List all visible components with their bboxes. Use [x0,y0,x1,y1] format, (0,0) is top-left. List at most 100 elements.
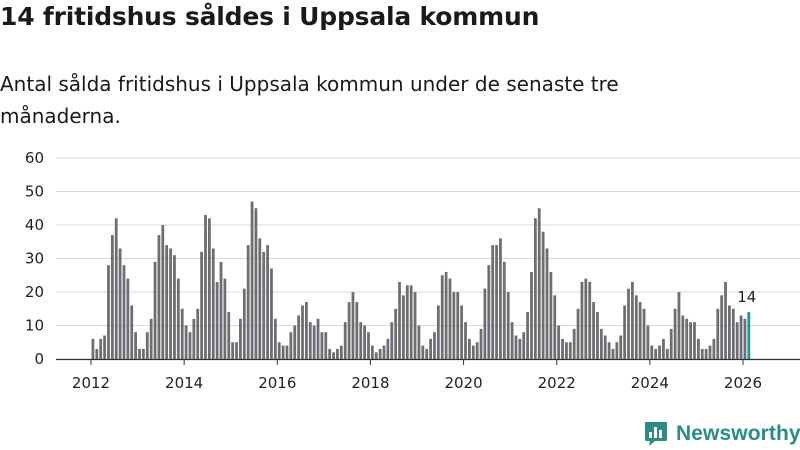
bar [114,218,118,359]
bar [580,281,584,359]
bar [173,255,176,359]
bar [305,302,308,359]
bar [537,208,541,359]
chart-subtitle: Antal sålda fritidshus i Uppsala kommun … [0,72,619,128]
bar [262,251,266,359]
bar [615,342,619,359]
bar [301,305,304,359]
bar [565,342,568,359]
bar [677,292,681,359]
bar [107,265,110,359]
bar [165,245,169,359]
bar [242,288,246,359]
bar [204,214,207,359]
bar [603,335,607,359]
bar [576,308,580,359]
bar [421,345,425,359]
bar [258,238,262,359]
bar [130,305,134,359]
bar [669,328,673,359]
bar [363,325,366,359]
bar [207,218,211,359]
bar [533,218,537,359]
bar [696,338,700,359]
bar [312,325,316,359]
bar [665,348,669,359]
bar [409,285,413,359]
bar [134,332,138,359]
bar [510,322,514,359]
bar [475,342,479,359]
x-tick-label-2016: 2016 [258,374,296,392]
bar [336,348,339,359]
bar [316,318,320,359]
x-tick-label-2012: 2012 [72,374,110,392]
bar [402,295,405,359]
bar [320,332,324,359]
y-tick-label-60: 60 [25,149,44,167]
bar [549,271,553,359]
bar [398,281,401,359]
bar [456,292,460,359]
bar [374,352,378,359]
bar [285,345,289,359]
bar [196,308,200,359]
y-tick-label-50: 50 [25,183,44,201]
bar [405,285,409,359]
bar [254,208,258,359]
bar [716,308,720,359]
bar [176,278,180,359]
bar [468,338,471,359]
bar [394,308,398,359]
bar [689,322,692,359]
bar [557,325,561,359]
bar [568,342,572,359]
bar [735,322,739,359]
newsworthy-logo[interactable]: Newsworthy [644,419,800,449]
bar [596,312,599,359]
bar [289,332,293,359]
bar [642,308,646,359]
bar [693,322,696,359]
bar [627,288,630,359]
bar [673,308,677,359]
tick-labels: 0 10 20 30 40 50 60 14 2012 2014 2016 2018 2020 2022 2… [25,149,762,392]
bar-latest [747,312,751,359]
bar [355,302,359,359]
bar [720,295,724,359]
bar [728,305,731,359]
bar [425,348,429,359]
bar-chart: 0 10 20 30 40 50 60 14 2012 2014 2016 2018 2020 2022 2… [25,149,800,392]
bar [631,281,634,359]
bar [530,271,533,359]
latest-value-label: 14 [737,288,756,306]
bar [219,261,223,359]
bar [611,348,615,359]
bar [743,318,747,359]
bar [460,305,464,359]
y-tick-label-30: 30 [25,250,44,268]
bar [110,235,114,359]
bar [169,248,172,359]
bar [654,348,658,359]
bar [483,288,487,359]
bar [724,281,727,359]
bar [440,275,444,359]
bar [351,292,355,359]
bar [91,338,95,359]
bar [223,278,227,359]
bar [561,338,564,359]
bar [518,338,522,359]
bar [522,332,526,359]
bar [180,308,184,359]
bar [235,342,238,359]
bar [464,322,467,359]
bar [281,345,285,359]
bar [161,225,165,359]
bar [491,245,495,359]
bar [145,332,149,359]
bar [417,325,421,359]
bar [413,292,417,359]
bar [211,248,215,359]
bar [359,322,363,359]
